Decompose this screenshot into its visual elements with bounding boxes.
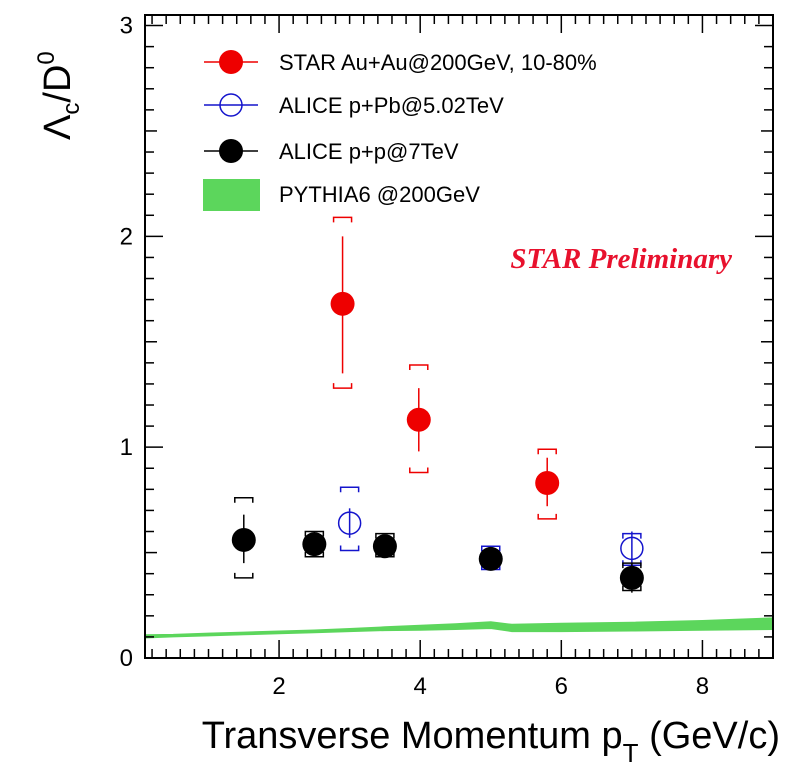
alice-pp-point-sys-bracket xyxy=(622,562,642,569)
x-axis-title-unit: (GeV/c) xyxy=(639,715,780,757)
alice-pp-point-marker xyxy=(619,565,644,590)
data-points-layer xyxy=(231,216,644,593)
legend-item-alice-ppb: ALICE p+Pb@5.02TeV xyxy=(204,93,504,118)
series-alice-pp xyxy=(231,497,644,593)
legend-alice-pp-marker xyxy=(219,139,243,163)
star-point-marker xyxy=(406,407,431,432)
legend-alice-ppb-label: ALICE p+Pb@5.02TeV xyxy=(279,93,504,118)
star-point-sys-bracket xyxy=(332,383,353,389)
tick-labels: 2 4 6 8 0 1 2 3 xyxy=(120,13,709,700)
x-tick-label: 6 xyxy=(555,673,568,700)
legend: STAR Au+Au@200GeV, 10-80% ALICE p+Pb@5.0… xyxy=(203,50,597,211)
pythia-band-layer xyxy=(144,617,774,639)
star-point-sys-bracket xyxy=(537,448,557,455)
legend-pythia-swatch xyxy=(203,179,260,211)
pythia-band xyxy=(144,617,774,639)
x-tick-label: 2 xyxy=(272,673,285,700)
alice-pp-point-sys-bracket xyxy=(304,530,325,537)
y-axis-title-sub: c xyxy=(58,103,85,115)
alice-pp-point-marker xyxy=(302,532,327,557)
legend-item-star: STAR Au+Au@200GeV, 10-80% xyxy=(204,50,597,75)
x-tick-label: 4 xyxy=(414,673,427,700)
legend-alice-ppb-marker xyxy=(219,93,243,117)
alice-ppb-point-marker xyxy=(620,536,644,561)
legend-pythia-label: PYTHIA6 @200GeV xyxy=(279,182,480,207)
star-point-sys-bracket xyxy=(332,216,353,223)
y-tick-label: 0 xyxy=(120,645,133,672)
alice-pp-point-sys-bracket xyxy=(375,532,395,539)
x-axis-title-sub: T xyxy=(623,738,639,768)
legend-star-label: STAR Au+Au@200GeV, 10-80% xyxy=(279,50,597,75)
series-star xyxy=(330,216,560,520)
y-axis-title-main: Λ xyxy=(37,114,79,140)
y-tick-label: 2 xyxy=(120,223,133,250)
alice-pp-point-marker xyxy=(231,527,256,552)
y-axis-title-mid: /D xyxy=(37,65,79,103)
y-axis-title: Λc/D0 xyxy=(33,51,85,140)
x-tick-label: 8 xyxy=(696,673,709,700)
legend-item-pythia: PYTHIA6 @200GeV xyxy=(203,179,480,211)
alice-pp-point-sys-bracket xyxy=(234,572,254,579)
x-axis-title: Transverse Momentum pT (GeV/c) xyxy=(202,715,780,768)
legend-star-marker xyxy=(219,50,243,74)
alice-ppb-point-marker xyxy=(337,511,362,535)
y-axis-title-sup: 0 xyxy=(33,51,60,64)
alice-ppb-point-sys-bracket xyxy=(339,545,360,552)
y-tick-label: 1 xyxy=(120,434,133,461)
star-point-marker xyxy=(330,291,355,316)
legend-item-alice-pp: ALICE p+p@7TeV xyxy=(204,139,459,164)
y-tick-label: 3 xyxy=(120,13,133,40)
alice-pp-point-marker xyxy=(478,546,503,571)
alice-ppb-point-sys-bracket xyxy=(339,486,360,493)
star-point-sys-bracket xyxy=(409,364,429,370)
star-point-marker xyxy=(535,471,560,496)
star-preliminary-label: STAR Preliminary xyxy=(510,243,732,275)
alice-pp-point-sys-bracket xyxy=(234,497,254,503)
plot-frame xyxy=(144,14,774,659)
alice-pp-point-marker xyxy=(372,534,397,559)
legend-alice-pp-label: ALICE p+p@7TeV xyxy=(279,139,459,164)
x-axis-title-main: Transverse Momentum p xyxy=(202,715,623,757)
alice-ppb-point-sys-bracket xyxy=(481,545,501,552)
alice-pp-point-sys-bracket xyxy=(304,551,325,558)
star-point-sys-bracket xyxy=(409,467,429,474)
star-point-sys-bracket xyxy=(537,513,557,520)
axis-ticks xyxy=(145,15,774,659)
